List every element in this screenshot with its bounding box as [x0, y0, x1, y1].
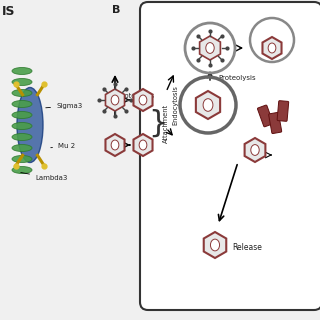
Ellipse shape: [139, 95, 147, 105]
Text: Sigma3: Sigma3: [46, 103, 82, 109]
Polygon shape: [133, 134, 153, 156]
Polygon shape: [106, 89, 124, 111]
Text: Attachment: Attachment: [163, 103, 169, 143]
Text: Proteolysis: Proteolysis: [218, 75, 256, 81]
Polygon shape: [262, 37, 282, 59]
Ellipse shape: [12, 90, 32, 97]
Ellipse shape: [203, 99, 213, 111]
Polygon shape: [133, 89, 153, 111]
Text: Endocytosis: Endocytosis: [172, 85, 178, 125]
Polygon shape: [106, 134, 124, 156]
Text: IS: IS: [2, 5, 15, 18]
Ellipse shape: [12, 133, 32, 140]
Text: }: }: [148, 108, 168, 138]
Ellipse shape: [211, 239, 220, 251]
Ellipse shape: [12, 166, 32, 173]
FancyBboxPatch shape: [140, 2, 320, 310]
Text: Mu 2: Mu 2: [51, 143, 75, 149]
Ellipse shape: [12, 100, 32, 108]
Ellipse shape: [12, 68, 32, 75]
Ellipse shape: [17, 87, 43, 163]
Ellipse shape: [12, 123, 32, 130]
Polygon shape: [244, 138, 265, 162]
FancyBboxPatch shape: [258, 105, 273, 127]
Polygon shape: [204, 232, 226, 258]
Ellipse shape: [12, 156, 32, 163]
Ellipse shape: [12, 78, 32, 85]
Ellipse shape: [12, 111, 32, 118]
Ellipse shape: [268, 43, 276, 53]
Text: Release: Release: [232, 244, 262, 252]
Ellipse shape: [12, 145, 32, 151]
Ellipse shape: [139, 140, 147, 150]
Ellipse shape: [111, 95, 119, 105]
Text: Proteolysis: Proteolysis: [118, 93, 154, 99]
Ellipse shape: [111, 140, 119, 150]
FancyBboxPatch shape: [269, 112, 282, 133]
Polygon shape: [196, 91, 220, 119]
FancyBboxPatch shape: [277, 101, 289, 121]
Ellipse shape: [251, 145, 259, 156]
Ellipse shape: [206, 43, 214, 53]
Text: B: B: [112, 5, 120, 15]
Text: Lambda3: Lambda3: [21, 172, 68, 181]
Polygon shape: [200, 36, 220, 60]
